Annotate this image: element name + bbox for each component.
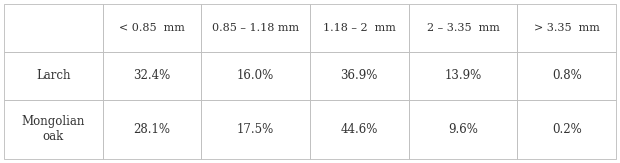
Bar bbox=[201, 100, 310, 159]
Bar bbox=[4, 100, 102, 159]
Bar bbox=[310, 52, 409, 100]
Text: 32.4%: 32.4% bbox=[133, 69, 171, 82]
Bar bbox=[201, 4, 310, 52]
Bar bbox=[102, 100, 201, 159]
Bar bbox=[4, 52, 102, 100]
Text: 44.6%: 44.6% bbox=[340, 123, 378, 136]
Bar bbox=[201, 52, 310, 100]
Text: 36.9%: 36.9% bbox=[340, 69, 378, 82]
Text: Larch: Larch bbox=[36, 69, 71, 82]
Text: 16.0%: 16.0% bbox=[237, 69, 274, 82]
Text: < 0.85  mm: < 0.85 mm bbox=[119, 23, 185, 33]
Text: 1.18 – 2  mm: 1.18 – 2 mm bbox=[323, 23, 396, 33]
Bar bbox=[518, 4, 616, 52]
Text: 13.9%: 13.9% bbox=[445, 69, 482, 82]
Bar bbox=[409, 4, 518, 52]
Text: > 3.35  mm: > 3.35 mm bbox=[534, 23, 600, 33]
Text: Mongolian
oak: Mongolian oak bbox=[22, 115, 85, 143]
Bar bbox=[4, 4, 102, 52]
Bar bbox=[518, 100, 616, 159]
Text: 28.1%: 28.1% bbox=[133, 123, 171, 136]
Bar bbox=[310, 4, 409, 52]
Bar bbox=[409, 100, 518, 159]
Bar bbox=[409, 52, 518, 100]
Bar bbox=[518, 52, 616, 100]
Text: 0.85 – 1.18 mm: 0.85 – 1.18 mm bbox=[212, 23, 299, 33]
Text: 2 – 3.35  mm: 2 – 3.35 mm bbox=[427, 23, 500, 33]
Text: 9.6%: 9.6% bbox=[448, 123, 478, 136]
Text: 17.5%: 17.5% bbox=[237, 123, 274, 136]
Text: 0.8%: 0.8% bbox=[552, 69, 582, 82]
Bar bbox=[102, 52, 201, 100]
Bar bbox=[310, 100, 409, 159]
Text: 0.2%: 0.2% bbox=[552, 123, 582, 136]
Bar bbox=[102, 4, 201, 52]
